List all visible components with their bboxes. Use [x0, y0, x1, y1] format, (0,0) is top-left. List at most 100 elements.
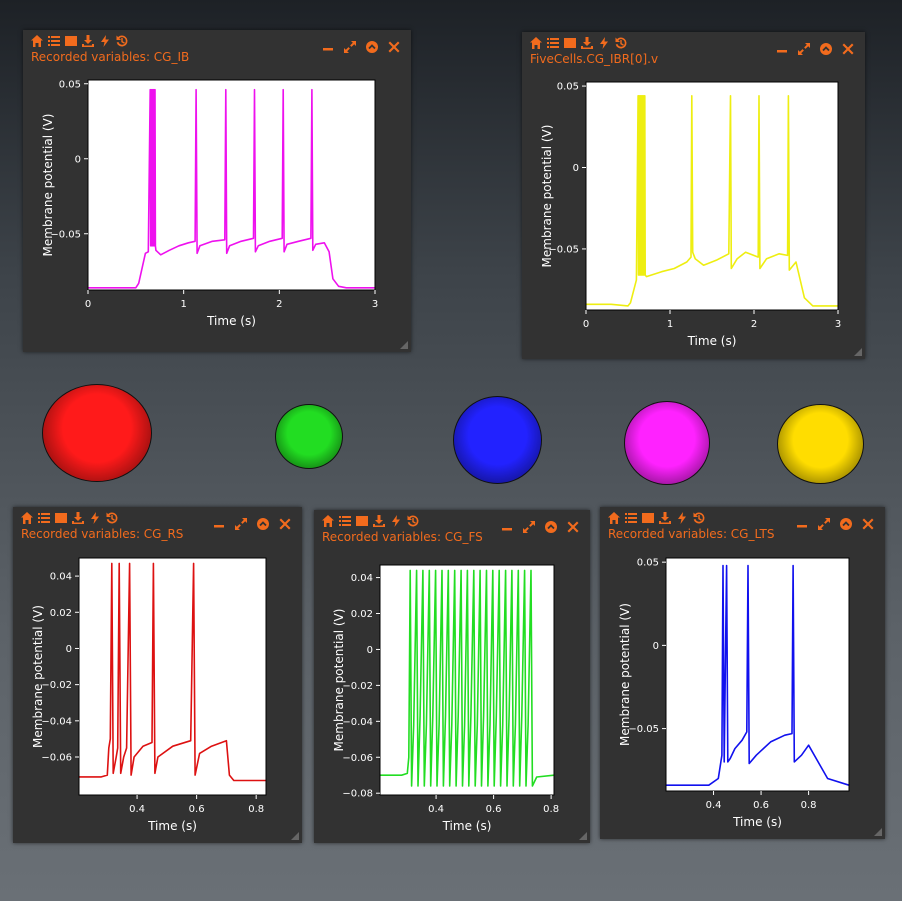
home-icon[interactable] [529, 36, 543, 50]
plot-frame [87, 79, 376, 291]
y-tick-label: 0 [66, 644, 72, 655]
yellow-cell[interactable] [777, 404, 864, 484]
history-icon[interactable] [105, 511, 119, 525]
resize-grip-icon[interactable] [874, 828, 882, 836]
y-tick-label: −0.04 [41, 716, 72, 727]
home-icon[interactable] [607, 511, 621, 525]
download-icon[interactable] [71, 511, 85, 525]
resize-grip-icon[interactable] [579, 832, 587, 840]
close-icon[interactable] [566, 520, 580, 534]
window-controls [313, 40, 401, 54]
list-icon[interactable] [338, 514, 352, 528]
history-icon[interactable] [692, 511, 706, 525]
x-axis-label: Time (s) [687, 334, 737, 348]
image-icon[interactable] [563, 36, 577, 50]
minimize-icon[interactable] [212, 517, 226, 531]
expand-icon[interactable] [817, 517, 831, 531]
y-tick-label: 0 [653, 641, 659, 652]
minimize-icon[interactable] [775, 42, 789, 56]
resize-grip-icon[interactable] [400, 341, 408, 349]
series-line-0 [586, 95, 838, 307]
zap-icon[interactable] [98, 34, 112, 48]
y-tick-label: 0.05 [59, 79, 81, 90]
membrane-potential-chart[interactable]: 0.4 0.6 0.8 0.05 0 −0.05 Time (s) Membrane pote… [600, 507, 885, 839]
green-cell[interactable] [275, 404, 343, 469]
resize-grip-icon[interactable] [854, 348, 862, 356]
image-icon[interactable] [54, 511, 68, 525]
plot-widget-cg-fs[interactable]: Recorded variables: CG_FS 0.4 0.6 0.8 0.04 0… [314, 510, 590, 843]
plot-widget-cg-ibr[interactable]: FiveCells.CG_IBR[0].v 0 1 2 3 0.05 0 −0.05 Time… [522, 32, 865, 359]
x-tick-label: 0.8 [543, 804, 559, 815]
window-controls [767, 42, 855, 56]
plot-area [79, 558, 266, 795]
collapse-icon[interactable] [256, 517, 270, 531]
y-tick-label: 0 [573, 163, 579, 174]
membrane-potential-chart[interactable]: 0 1 2 3 0.05 0 −0.05 Time (s) Membrane potential… [522, 32, 865, 359]
y-axis-label: Membrane potential (V) [618, 603, 632, 746]
membrane-potential-chart[interactable]: 0 1 2 3 0.05 0 −0.05 Time (s) Membrane potential… [23, 30, 411, 352]
window-controls [204, 517, 292, 531]
image-icon[interactable] [641, 511, 655, 525]
zap-icon[interactable] [675, 511, 689, 525]
image-icon[interactable] [64, 34, 78, 48]
zap-icon[interactable] [389, 514, 403, 528]
collapse-icon[interactable] [544, 520, 558, 534]
home-icon[interactable] [321, 514, 335, 528]
y-tick-label: −0.06 [41, 753, 72, 764]
y-axis-label: Membrane potential (V) [41, 114, 55, 257]
window-controls [492, 520, 580, 534]
plot-widget-cg-rs[interactable]: Recorded variables: CG_RS 0.4 0.6 0.8 0.04 0… [13, 507, 302, 843]
minimize-icon[interactable] [500, 520, 514, 534]
y-tick-label: −0.05 [628, 724, 659, 735]
collapse-icon[interactable] [819, 42, 833, 56]
download-icon[interactable] [580, 36, 594, 50]
download-icon[interactable] [658, 511, 672, 525]
home-icon[interactable] [30, 34, 44, 48]
membrane-potential-chart[interactable]: 0.4 0.6 0.8 0.04 0.02 0 −0.02 −0.04 −0.06 −0.08 Ti… [314, 510, 590, 843]
x-tick-label: 3 [835, 319, 841, 330]
expand-icon[interactable] [797, 42, 811, 56]
y-tick-label: 0.05 [557, 82, 579, 93]
y-tick-label: −0.02 [41, 680, 72, 691]
plot-widget-cg-ib[interactable]: Recorded variables: CG_IB 0 1 2 3 0.05 0 −0.05… [23, 30, 411, 352]
x-axis-label: Time (s) [442, 819, 492, 833]
collapse-icon[interactable] [839, 517, 853, 531]
list-icon[interactable] [47, 34, 61, 48]
membrane-potential-chart[interactable]: 0.4 0.6 0.8 0.04 0.02 0 −0.02 −0.04 −0.06 Time (s… [13, 507, 302, 843]
collapse-icon[interactable] [365, 40, 379, 54]
y-tick-label: 0.04 [351, 573, 373, 584]
zap-icon[interactable] [88, 511, 102, 525]
magenta-cell[interactable] [624, 401, 710, 485]
resize-grip-icon[interactable] [291, 832, 299, 840]
x-axis-label: Time (s) [732, 815, 782, 829]
blue-cell[interactable] [453, 396, 542, 484]
close-icon[interactable] [861, 517, 875, 531]
download-icon[interactable] [372, 514, 386, 528]
x-tick-label: 0.8 [801, 800, 817, 811]
image-icon[interactable] [355, 514, 369, 528]
zap-icon[interactable] [597, 36, 611, 50]
minimize-icon[interactable] [795, 517, 809, 531]
home-icon[interactable] [20, 511, 34, 525]
expand-icon[interactable] [234, 517, 248, 531]
y-tick-label: −0.05 [50, 229, 81, 240]
close-icon[interactable] [387, 40, 401, 54]
list-icon[interactable] [37, 511, 51, 525]
plot-widget-cg-lts[interactable]: Recorded variables: CG_LTS 0.4 0.6 0.8 0.05… [600, 507, 885, 839]
list-icon[interactable] [546, 36, 560, 50]
expand-icon[interactable] [343, 40, 357, 54]
close-icon[interactable] [278, 517, 292, 531]
minimize-icon[interactable] [321, 40, 335, 54]
history-icon[interactable] [115, 34, 129, 48]
list-icon[interactable] [624, 511, 638, 525]
plot-frame [665, 557, 850, 792]
history-icon[interactable] [614, 36, 628, 50]
red-cell[interactable] [42, 384, 152, 482]
widget-toolbar [321, 514, 423, 528]
history-icon[interactable] [406, 514, 420, 528]
x-tick-label: 0.4 [428, 804, 444, 815]
expand-icon[interactable] [522, 520, 536, 534]
close-icon[interactable] [841, 42, 855, 56]
y-axis-label: Membrane potential (V) [31, 605, 45, 748]
download-icon[interactable] [81, 34, 95, 48]
